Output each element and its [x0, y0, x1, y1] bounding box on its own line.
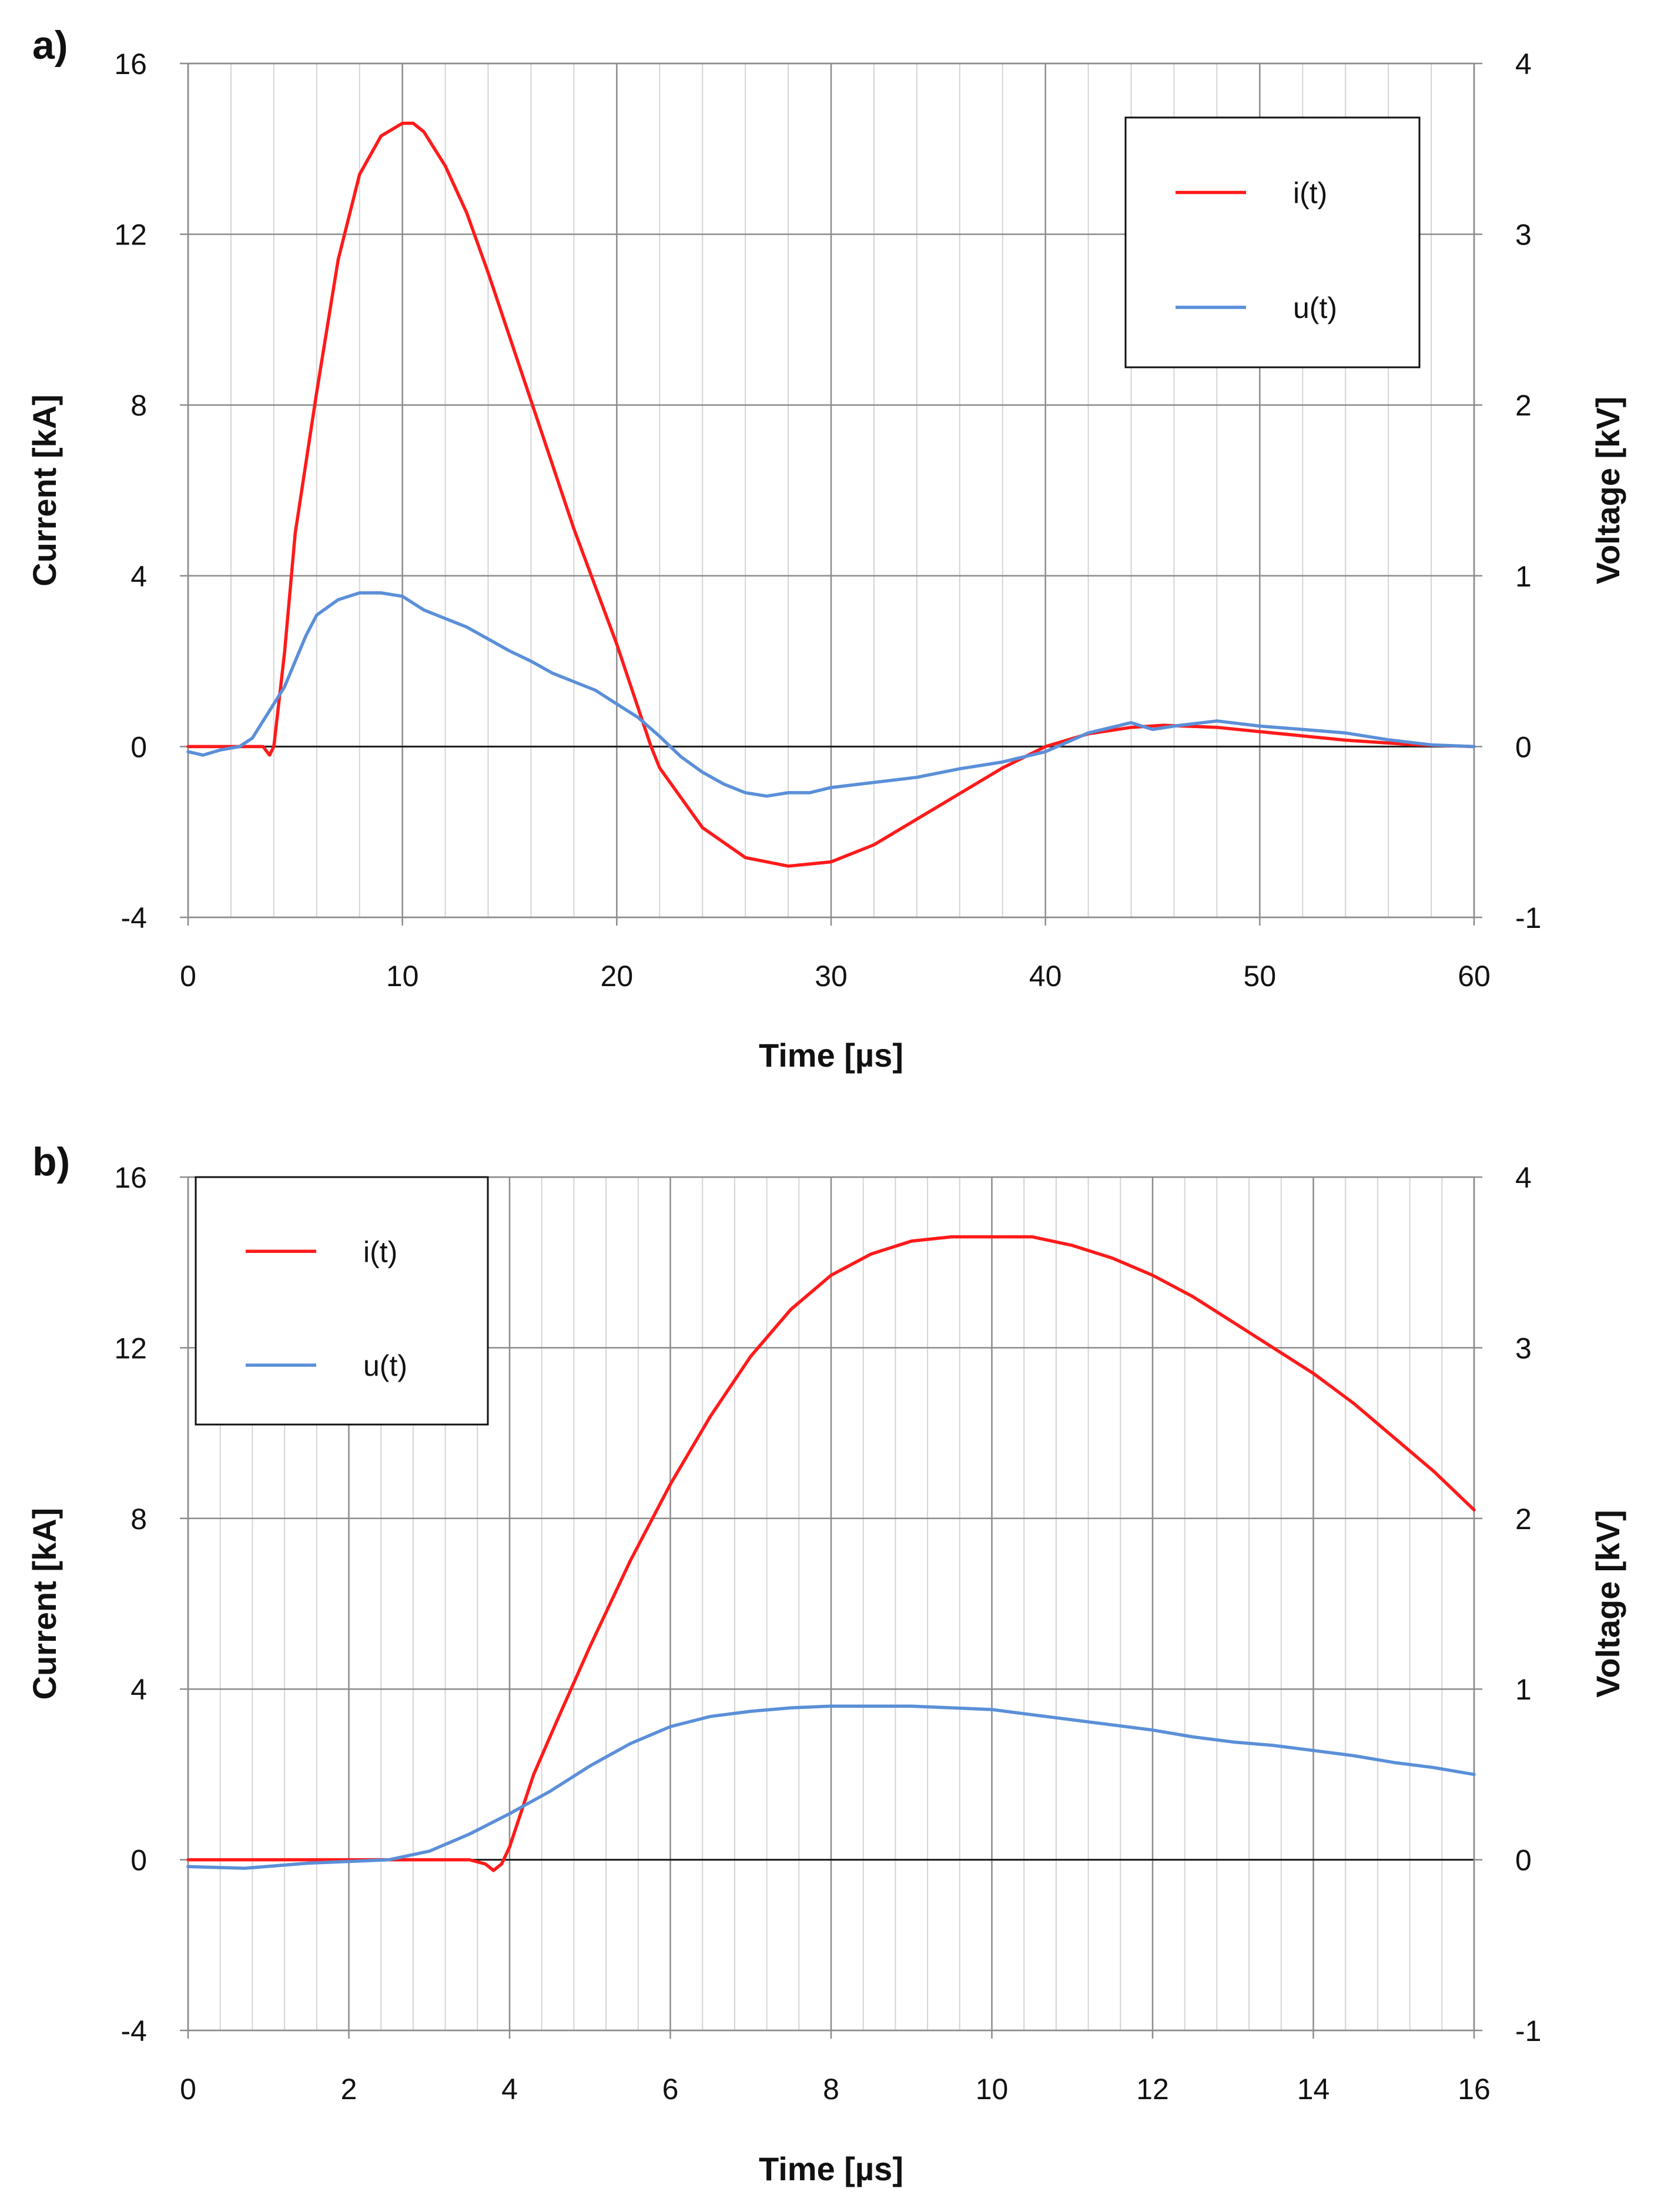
legend-box: [1124, 116, 1421, 368]
y-left-tick-label: 16: [114, 48, 147, 81]
y-right-tick-label: 0: [1515, 1844, 1532, 1877]
x-tick-label: 4: [501, 2073, 518, 2106]
legend-label: i(t): [363, 1235, 397, 1268]
y-left-tick-label: -4: [121, 2015, 147, 2047]
x-tick-label: 20: [601, 960, 634, 993]
y-left-tick-label: 0: [130, 1844, 147, 1877]
y-left-tick-label: 8: [130, 1503, 147, 1536]
x-tick-label: 12: [1136, 2073, 1169, 2106]
legend-box: [195, 1176, 489, 1426]
legend-label: u(t): [1293, 291, 1337, 324]
x-tick-label: 60: [1458, 960, 1491, 993]
x-tick-label: 30: [815, 960, 848, 993]
y-left-tick-label: -4: [121, 901, 147, 934]
x-tick-label: 10: [386, 960, 419, 993]
x-tick-label: 0: [180, 2073, 196, 2106]
y-right-tick-label: 0: [1515, 730, 1532, 763]
panel-label: a): [32, 23, 68, 68]
y-right-tick-label: 4: [1515, 1161, 1532, 1194]
y-left-tick-label: 8: [130, 389, 147, 422]
y-right-axis-title: Voltage [kV]: [1589, 397, 1626, 584]
y-left-tick-label: 12: [114, 1332, 147, 1365]
x-tick-label: 8: [823, 2073, 839, 2106]
y-right-tick-label: 4: [1515, 48, 1532, 81]
legend-label: u(t): [363, 1349, 407, 1382]
x-tick-label: 6: [662, 2073, 679, 2106]
y-right-tick-label: 1: [1515, 560, 1532, 593]
series-line-current: [186, 1235, 1476, 1872]
y-right-tick-label: 1: [1515, 1673, 1532, 1706]
y-left-axis-title: Current [kA]: [26, 394, 63, 586]
y-right-tick-label: -1: [1515, 2015, 1541, 2047]
y-left-tick-label: 0: [130, 730, 147, 763]
x-tick-label: 50: [1244, 960, 1277, 993]
y-right-axis-title: Voltage [kV]: [1589, 1510, 1626, 1697]
x-tick-label: 10: [976, 2073, 1009, 2106]
x-axis-title: Time [µs]: [759, 2150, 903, 2187]
x-axis-title: Time [µs]: [759, 1037, 903, 1074]
x-tick-label: 0: [180, 960, 196, 993]
y-left-tick-label: 16: [114, 1161, 147, 1194]
y-left-tick-label: 4: [130, 1673, 147, 1706]
y-right-tick-label: 2: [1515, 1503, 1532, 1536]
y-left-tick-label: 12: [114, 219, 147, 252]
series-line-voltage: [186, 1704, 1476, 1870]
y-right-tick-label: 2: [1515, 389, 1532, 422]
y-left-axis-title: Current [kA]: [26, 1508, 63, 1700]
y-right-tick-label: 3: [1515, 219, 1532, 252]
x-tick-label: 2: [341, 2073, 357, 2106]
y-left-tick-label: 4: [130, 560, 147, 593]
series-line-voltage: [186, 591, 1476, 798]
y-right-tick-label: 3: [1515, 1332, 1532, 1365]
x-tick-label: 14: [1297, 2073, 1330, 2106]
x-tick-label: 16: [1458, 2073, 1491, 2106]
legend-label: i(t): [1293, 177, 1327, 210]
panel-label: b): [32, 1139, 70, 1184]
x-tick-label: 40: [1029, 960, 1062, 993]
y-right-tick-label: -1: [1515, 901, 1541, 934]
